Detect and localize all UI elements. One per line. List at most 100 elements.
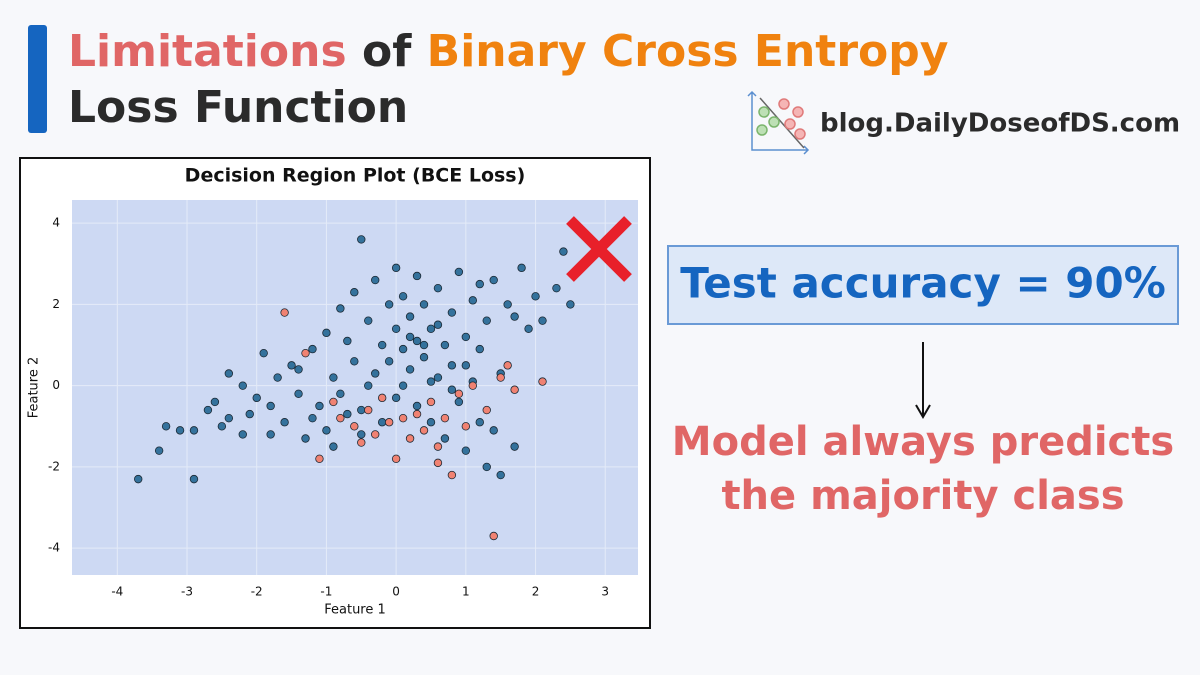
y-tick-label: 2 [52, 297, 60, 311]
point [419, 340, 429, 350]
point [531, 292, 540, 301]
point [350, 357, 359, 366]
point [294, 365, 303, 374]
point [489, 426, 498, 435]
point [371, 430, 380, 439]
point [468, 381, 478, 390]
point [175, 426, 185, 435]
point [189, 474, 199, 484]
chart: Decision Region Plot (BCE Loss) Feature 1… [27, 165, 638, 618]
point [559, 247, 568, 256]
point [189, 426, 199, 435]
point [280, 308, 289, 317]
accuracy-text: Test accuracy = 90% [680, 259, 1166, 308]
point [384, 418, 394, 427]
y-tick-label: -2 [48, 459, 60, 473]
point [224, 369, 234, 378]
point [377, 393, 387, 403]
brand: blog.DailyDoseofDS.com [820, 109, 1180, 139]
point [447, 470, 457, 480]
point [517, 263, 526, 273]
x-axis-label: Feature 1 [324, 603, 386, 618]
point [426, 418, 436, 427]
point [398, 381, 408, 390]
point [426, 324, 436, 333]
point [357, 405, 366, 415]
point [454, 397, 464, 407]
point [405, 332, 415, 342]
point [377, 418, 387, 427]
point [454, 267, 464, 277]
point [482, 316, 491, 325]
point [371, 369, 380, 378]
point [419, 426, 429, 435]
point [440, 434, 450, 443]
point [475, 344, 484, 354]
point [482, 462, 491, 472]
point [336, 413, 345, 423]
arrow [915, 342, 931, 419]
point [357, 438, 366, 447]
point [364, 316, 373, 325]
point [224, 413, 234, 423]
title-part: of [361, 26, 412, 77]
point [301, 434, 310, 443]
point [503, 300, 512, 309]
point [315, 454, 324, 464]
point [489, 531, 498, 541]
chart-title: Decision Region Plot (BCE Loss) [185, 165, 526, 187]
point [510, 312, 519, 321]
y-tick-label: 4 [52, 216, 60, 230]
point [134, 474, 143, 484]
point [475, 418, 484, 427]
point [419, 353, 429, 362]
point [412, 271, 422, 281]
point [440, 413, 450, 423]
y-axis-label: Feature 2 [27, 357, 42, 419]
point [391, 454, 401, 464]
point [475, 279, 484, 289]
point [161, 422, 171, 431]
point [433, 373, 443, 382]
point [398, 344, 408, 354]
point [468, 296, 478, 305]
point [419, 300, 429, 309]
point [210, 397, 220, 407]
point [266, 401, 275, 411]
point [329, 373, 338, 382]
point [322, 426, 331, 435]
point [154, 446, 164, 455]
point [524, 324, 533, 333]
point [398, 292, 408, 301]
point [350, 288, 359, 297]
point [503, 361, 512, 370]
point [412, 336, 422, 346]
point [433, 320, 443, 329]
point [461, 361, 471, 370]
point [405, 365, 415, 374]
point [391, 324, 401, 333]
point [308, 344, 317, 354]
point [343, 409, 352, 419]
point [510, 385, 519, 394]
x-tick-label: -4 [111, 585, 123, 599]
point [384, 357, 394, 366]
point [217, 422, 227, 431]
point [329, 442, 338, 451]
point [266, 430, 275, 439]
point [364, 405, 373, 415]
point [245, 409, 254, 419]
point [315, 401, 324, 411]
point [510, 442, 519, 451]
conclusion-line: the majority class [721, 473, 1124, 519]
point [447, 361, 457, 370]
x-tick-label: 0 [392, 585, 400, 599]
point [384, 300, 394, 309]
point [398, 413, 408, 423]
point [391, 393, 401, 403]
x-tick-label: 1 [462, 585, 470, 599]
point [329, 397, 338, 407]
x-tick-label: -3 [181, 585, 193, 599]
